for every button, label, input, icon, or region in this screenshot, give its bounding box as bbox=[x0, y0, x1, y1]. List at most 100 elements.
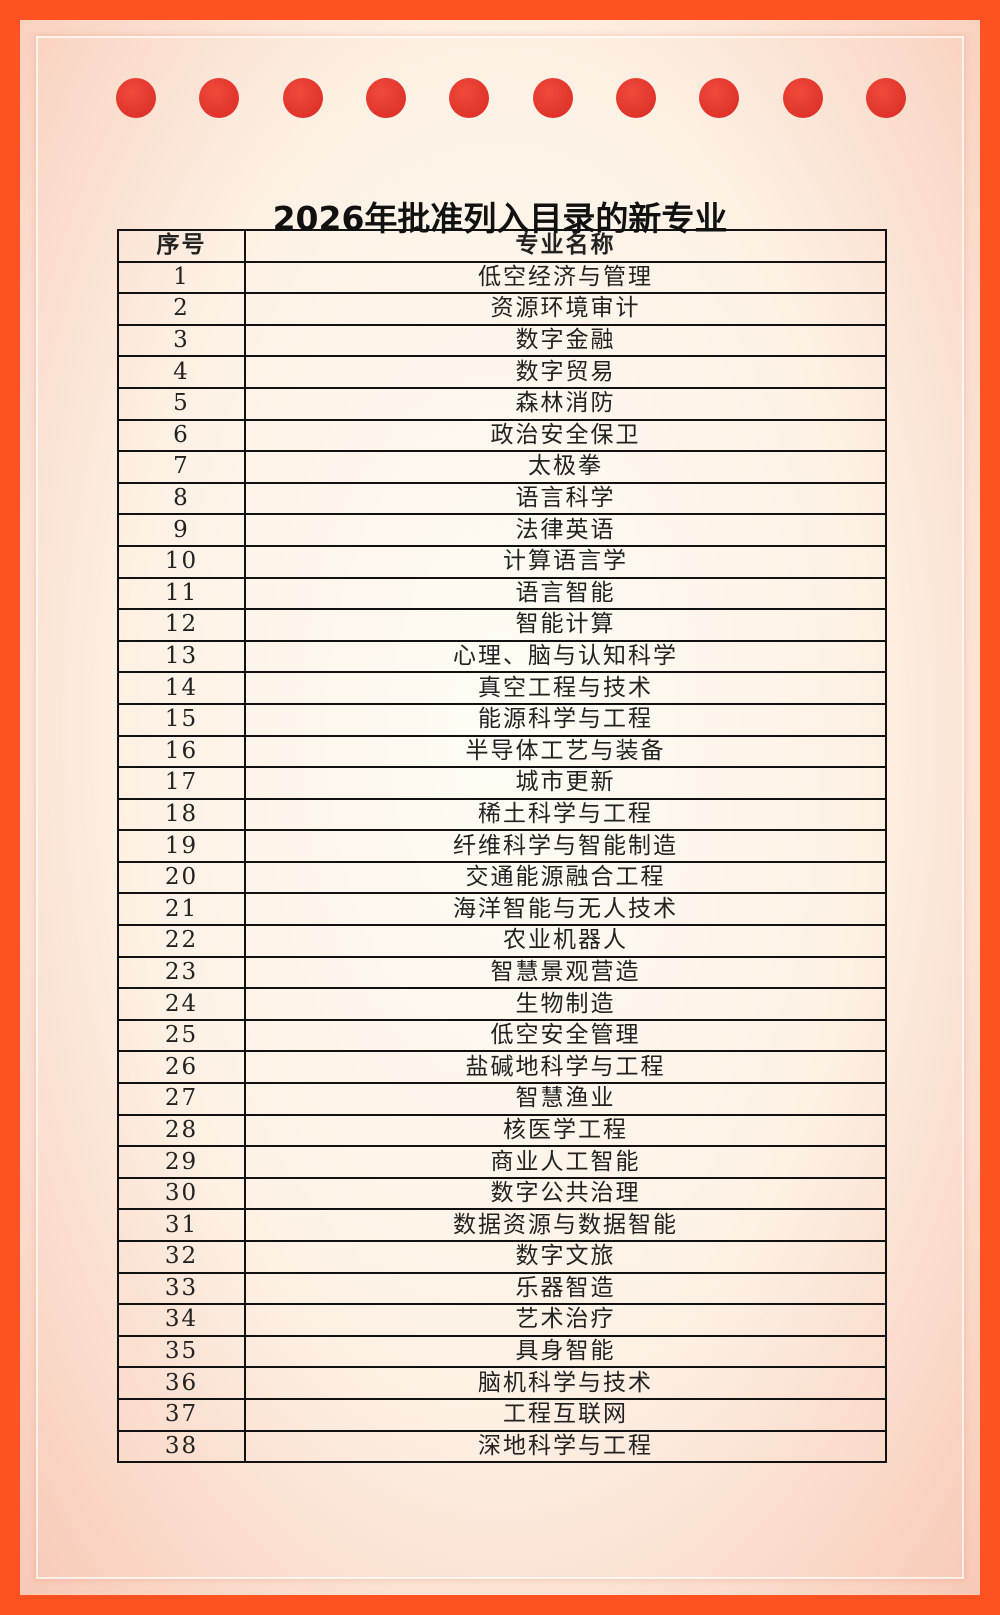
major-cell: 艺术治疗 bbox=[244, 1303, 887, 1337]
major-cell: 数字公共治理 bbox=[244, 1176, 887, 1211]
dot bbox=[282, 78, 323, 118]
major-cell: 语言科学 bbox=[244, 481, 887, 516]
major-cell: 智慧景观营造 bbox=[244, 955, 887, 990]
major-cell: 数字金融 bbox=[244, 323, 887, 358]
table-row: 30 数字公共治理 bbox=[117, 1176, 887, 1211]
table-row: 13 心理、脑与认知科学 bbox=[117, 639, 887, 674]
index-cell: 36 bbox=[117, 1366, 246, 1400]
index-cell: 22 bbox=[117, 924, 246, 958]
table-row: 17 城市更新 bbox=[117, 766, 887, 800]
major-cell: 工程互联网 bbox=[244, 1397, 887, 1432]
index-cell: 15 bbox=[117, 702, 246, 737]
index-cell: 38 bbox=[117, 1429, 246, 1464]
major-cell: 资源环境审计 bbox=[244, 292, 887, 326]
major-cell: 能源科学与工程 bbox=[244, 702, 887, 737]
index-cell: 12 bbox=[117, 608, 246, 642]
major-cell: 智能计算 bbox=[244, 608, 887, 642]
table-row: 4 数字贸易 bbox=[117, 355, 887, 389]
dot bbox=[199, 78, 240, 118]
table-row: 2 资源环境审计 bbox=[117, 292, 887, 326]
table-row: 34 艺术治疗 bbox=[117, 1303, 887, 1337]
major-cell: 海洋智能与无人技术 bbox=[244, 892, 887, 927]
index-cell: 31 bbox=[117, 1208, 246, 1242]
index-cell: 25 bbox=[117, 1018, 246, 1053]
table-row: 18 稀土科学与工程 bbox=[117, 797, 887, 832]
major-cell: 盐碱地科学与工程 bbox=[244, 1050, 887, 1085]
table-row: 7 太极拳 bbox=[117, 450, 887, 484]
index-cell: 29 bbox=[117, 1145, 246, 1179]
major-cell: 商业人工智能 bbox=[244, 1145, 887, 1179]
index-cell: 16 bbox=[117, 734, 246, 769]
table-body: 1 低空经济与管理 2 资源环境审计 3 数字金融 4 数字贸易 5 森林消防 6 政治安全保卫 7 太极… bbox=[117, 260, 887, 1464]
table-row: 10 计算语言学 bbox=[117, 544, 887, 579]
table-row: 3 数字金融 bbox=[117, 323, 887, 358]
table-row: 14 真空工程与技术 bbox=[117, 671, 887, 705]
major-cell: 数据资源与数据智能 bbox=[244, 1208, 887, 1242]
index-cell: 9 bbox=[117, 513, 246, 547]
index-cell: 18 bbox=[117, 797, 246, 832]
card: 2026年批准列入目录的新专业 序号 专业名称 1 低空经济与管理 2 资源环境审计 3… bbox=[20, 20, 980, 1595]
index-cell: 11 bbox=[117, 576, 246, 611]
table-row: 36 脑机科学与技术 bbox=[117, 1366, 887, 1400]
table-row: 32 数字文旅 bbox=[117, 1240, 887, 1274]
table-row: 1 低空经济与管理 bbox=[117, 260, 887, 295]
index-cell: 2 bbox=[117, 292, 246, 326]
index-cell: 19 bbox=[117, 829, 246, 863]
index-cell: 3 bbox=[117, 323, 246, 358]
majors-table: 序号 专业名称 1 低空经济与管理 2 资源环境审计 3 数字金融 4 数字贸易 5 森林消防 6 政… bbox=[117, 229, 887, 1464]
major-cell: 政治安全保卫 bbox=[244, 418, 887, 453]
table-row: 33 乐器智造 bbox=[117, 1271, 887, 1306]
major-cell: 脑机科学与技术 bbox=[244, 1366, 887, 1400]
table-row: 5 森林消防 bbox=[117, 386, 887, 421]
major-cell: 城市更新 bbox=[244, 766, 887, 800]
table-row: 22 农业机器人 bbox=[117, 924, 887, 958]
major-cell: 纤维科学与智能制造 bbox=[244, 829, 887, 863]
major-cell: 真空工程与技术 bbox=[244, 671, 887, 705]
index-cell: 27 bbox=[117, 1082, 246, 1116]
dot bbox=[782, 78, 823, 118]
index-cell: 6 bbox=[117, 418, 246, 453]
index-cell: 26 bbox=[117, 1050, 246, 1085]
dot bbox=[865, 78, 906, 118]
index-cell: 33 bbox=[117, 1271, 246, 1306]
dot bbox=[699, 78, 740, 118]
table-row: 21 海洋智能与无人技术 bbox=[117, 892, 887, 927]
index-cell: 17 bbox=[117, 766, 246, 800]
major-cell: 乐器智造 bbox=[244, 1271, 887, 1306]
major-cell: 半导体工艺与装备 bbox=[244, 734, 887, 769]
major-cell: 具身智能 bbox=[244, 1334, 887, 1369]
index-cell: 37 bbox=[117, 1397, 246, 1432]
index-cell: 35 bbox=[117, 1334, 246, 1369]
table-row: 38 深地科学与工程 bbox=[117, 1429, 887, 1464]
major-cell: 计算语言学 bbox=[244, 544, 887, 579]
index-cell: 21 bbox=[117, 892, 246, 927]
index-cell: 23 bbox=[117, 955, 246, 990]
index-cell: 34 bbox=[117, 1303, 246, 1337]
table-row: 9 法律英语 bbox=[117, 513, 887, 547]
index-cell: 28 bbox=[117, 1113, 246, 1148]
major-cell: 智慧渔业 bbox=[244, 1082, 887, 1116]
index-cell: 32 bbox=[117, 1240, 246, 1274]
dot bbox=[615, 78, 656, 118]
table-row: 11 语言智能 bbox=[117, 576, 887, 611]
index-cell: 14 bbox=[117, 671, 246, 705]
major-cell: 法律英语 bbox=[244, 513, 887, 547]
table-row: 16 半导体工艺与装备 bbox=[117, 734, 887, 769]
table-row: 8 语言科学 bbox=[117, 481, 887, 516]
major-cell: 低空经济与管理 bbox=[244, 260, 887, 295]
index-cell: 8 bbox=[117, 481, 246, 516]
dot bbox=[365, 78, 406, 118]
index-cell: 1 bbox=[117, 260, 246, 295]
index-cell: 4 bbox=[117, 355, 246, 389]
major-cell: 心理、脑与认知科学 bbox=[244, 639, 887, 674]
table-row: 25 低空安全管理 bbox=[117, 1018, 887, 1053]
table-row: 24 生物制造 bbox=[117, 987, 887, 1021]
table-row: 15 能源科学与工程 bbox=[117, 702, 887, 737]
table-row: 26 盐碱地科学与工程 bbox=[117, 1050, 887, 1085]
table-row: 28 核医学工程 bbox=[117, 1113, 887, 1148]
dot bbox=[116, 78, 156, 118]
table-row: 35 具身智能 bbox=[117, 1334, 887, 1369]
major-cell: 深地科学与工程 bbox=[244, 1429, 887, 1464]
index-cell: 10 bbox=[117, 544, 246, 579]
